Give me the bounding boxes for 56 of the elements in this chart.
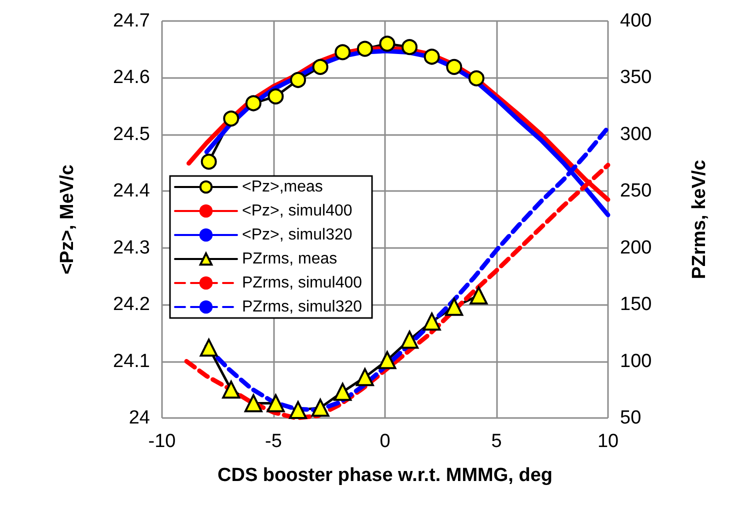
point: [445, 298, 464, 316]
point: [446, 58, 462, 75]
point: [379, 36, 396, 52]
y-tick-label: 24.3: [113, 237, 150, 258]
y2-tick-label: 50: [620, 408, 642, 428]
point: [400, 330, 419, 349]
point: [311, 398, 330, 417]
point: [470, 286, 488, 304]
point: [356, 40, 373, 57]
y2-tick-label: 300: [620, 124, 652, 145]
y2-tick-label: 150: [620, 294, 652, 316]
legend-label: <Pz>, simul320: [242, 226, 352, 244]
y2-tick-label: 100: [620, 350, 652, 372]
x-tick-label: -5: [265, 431, 282, 452]
x-tick-label: 10: [597, 431, 619, 452]
point: [334, 44, 351, 60]
point: [245, 95, 262, 112]
x-axis-title: CDS booster phase w.r.t. MMMG, deg: [218, 465, 552, 486]
point: [334, 382, 352, 401]
point: [312, 58, 328, 75]
y-tick-label: 24.2: [113, 294, 150, 316]
y-axis-title: <Pz>, MeV/c: [57, 164, 78, 274]
point: [200, 154, 217, 170]
point: [378, 351, 396, 370]
y2-tick-label: 400: [620, 10, 652, 32]
y2-tick-label: 350: [620, 67, 652, 88]
point: [422, 312, 441, 331]
point: [290, 72, 306, 88]
legend-label: <Pz>, simul400: [242, 202, 352, 220]
point: [289, 401, 308, 420]
y2-axis-title: PZrms, keV/c: [689, 159, 710, 280]
point: [266, 394, 285, 412]
point: [402, 39, 418, 56]
y-tick-label: 24.4: [113, 180, 150, 202]
y-tick-label: 24.1: [113, 350, 150, 372]
x-tick-label: 0: [380, 431, 390, 452]
point: [424, 48, 440, 65]
point: [268, 88, 284, 104]
point: [200, 338, 218, 357]
point: [356, 368, 374, 386]
y2-tick-label: 200: [620, 237, 652, 258]
y-tick-label: 24: [128, 408, 150, 428]
point: [222, 380, 240, 399]
x-tick-label: -10: [148, 431, 176, 452]
y-tick-label: 24.5: [113, 124, 150, 145]
legend-label: PZrms, meas: [242, 250, 338, 268]
point: [244, 394, 262, 412]
y2-tick-label: 250: [620, 180, 652, 202]
point: [468, 70, 484, 86]
y-tick-label: 24.7: [113, 10, 150, 32]
legend-label: PZrms, simul320: [242, 298, 362, 316]
point: [223, 110, 240, 127]
x-tick-label: 5: [491, 431, 502, 452]
legend-label: PZrms, simul400: [242, 274, 362, 292]
y-tick-label: 24.6: [113, 67, 150, 88]
legend-label: <Pz>,meas: [242, 178, 323, 196]
